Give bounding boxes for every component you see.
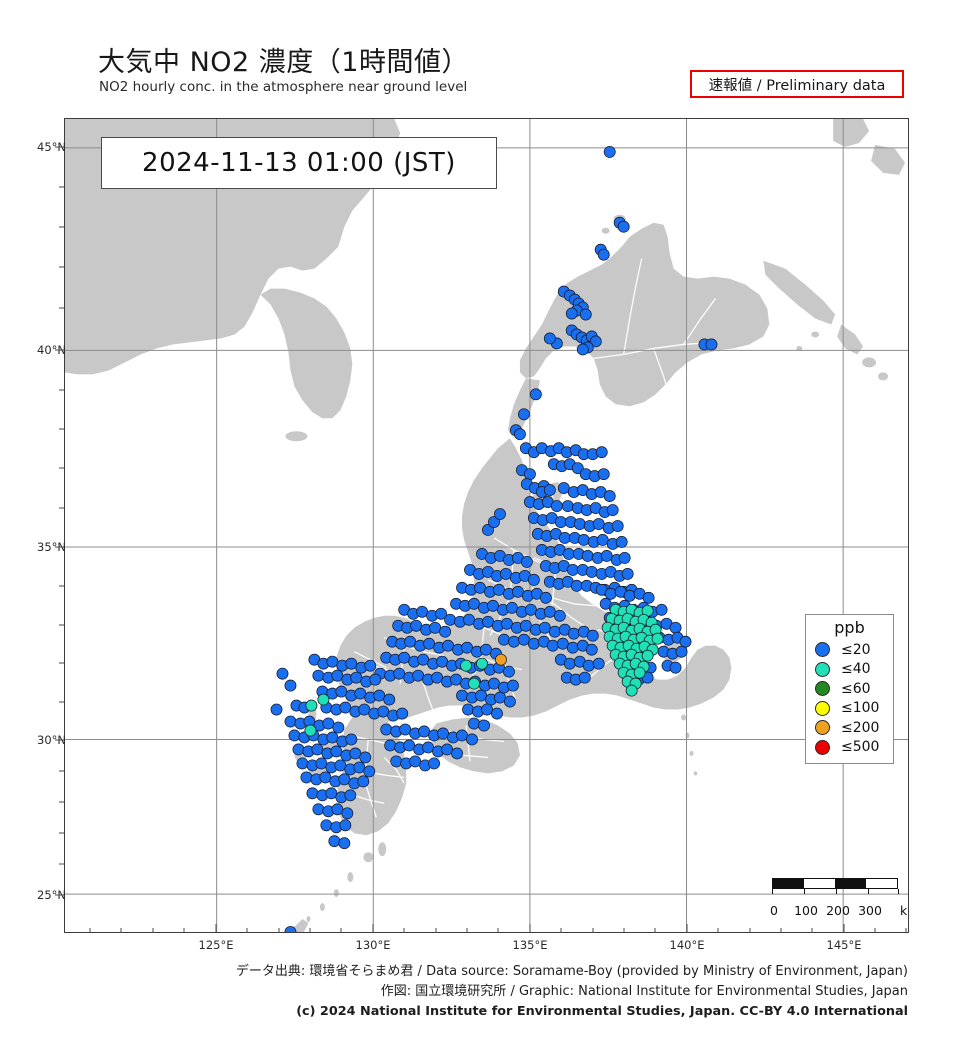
x-tick-140E: 140°E xyxy=(669,938,705,952)
scale-label-100: 100 xyxy=(794,903,818,918)
x-tick-125E: 125°E xyxy=(198,938,234,952)
legend-item-200: ≤200 xyxy=(806,718,893,738)
scale-label-0: 0 xyxy=(770,903,778,918)
legend-swatch-100 xyxy=(815,700,830,716)
scale-seg-3 xyxy=(835,879,866,888)
legend-title: ppb xyxy=(834,618,865,638)
x-tick-130E: 130°E xyxy=(355,938,391,952)
legend-swatch-500 xyxy=(815,739,830,755)
legend-label-500: ≤500 xyxy=(841,739,880,756)
legend-swatch-20 xyxy=(815,642,830,658)
legend-item-100: ≤100 xyxy=(806,699,893,719)
legend-item-20: ≤20 xyxy=(806,640,893,660)
legend-item-60: ≤60 xyxy=(806,679,893,699)
legend-label-60: ≤60 xyxy=(841,680,871,697)
scale-bar-ticks xyxy=(772,889,899,902)
page-title: 大気中 NO2 濃度（1時間値） xyxy=(98,47,469,78)
legend-panel: ppb ≤20 ≤40 ≤60 ≤100 ≤200 xyxy=(805,614,894,764)
legend-item-500: ≤500 xyxy=(806,738,893,758)
footer: データ出典: 環境省そらまめ君 / Data source: Soramame-… xyxy=(0,962,980,1022)
legend-label-200: ≤200 xyxy=(841,719,880,736)
legend-label-100: ≤100 xyxy=(841,700,880,717)
legend-swatch-60 xyxy=(815,681,830,697)
legend-item-40: ≤40 xyxy=(806,660,893,680)
scale-seg-2 xyxy=(804,879,835,888)
y-tick-35N: 35°N xyxy=(37,540,66,554)
x-tick-135E: 135°E xyxy=(512,938,548,952)
preliminary-data-badge: 速報値 / Preliminary data xyxy=(690,70,904,98)
timestamp-label: 2024-11-13 01:00 (JST) xyxy=(101,137,497,189)
scale-label-300: 300 xyxy=(858,903,882,918)
scale-unit-label: km xyxy=(900,903,908,918)
station-points xyxy=(270,145,718,932)
legend-label-20: ≤20 xyxy=(841,641,871,658)
footer-data-source: データ出典: 環境省そらまめ君 / Data source: Soramame-… xyxy=(235,964,908,979)
y-tick-30N: 30°N xyxy=(37,733,66,747)
footer-graphic-credit: 作図: 国立環境研究所 / Graphic: National Institut… xyxy=(380,984,908,999)
scale-seg-4 xyxy=(866,879,897,888)
japan-map xyxy=(65,119,908,932)
y-tick-45N: 45°N xyxy=(37,140,66,154)
y-tick-25N: 25°N xyxy=(37,888,66,902)
legend-swatch-200 xyxy=(815,720,830,736)
scale-label-200: 200 xyxy=(826,903,850,918)
scale-bar: 0 100 200 300 km xyxy=(770,878,908,918)
scale-bar-labels: 0 100 200 300 km xyxy=(770,903,908,918)
scale-bar-segments xyxy=(772,878,898,889)
legend-label-40: ≤40 xyxy=(841,661,871,678)
y-tick-40N: 40°N xyxy=(37,343,66,357)
x-tick-145E: 145°E xyxy=(826,938,862,952)
page-subtitle: NO2 hourly conc. in the atmosphere near … xyxy=(99,79,468,95)
map-plot-area[interactable]: 2024-11-13 01:00 (JST) ppb ≤20 ≤40 ≤60 ≤… xyxy=(64,118,909,933)
scale-seg-1 xyxy=(773,879,804,888)
footer-copyright: (c) 2024 National Institute for Environm… xyxy=(296,1004,908,1019)
legend-swatch-40 xyxy=(815,661,830,677)
